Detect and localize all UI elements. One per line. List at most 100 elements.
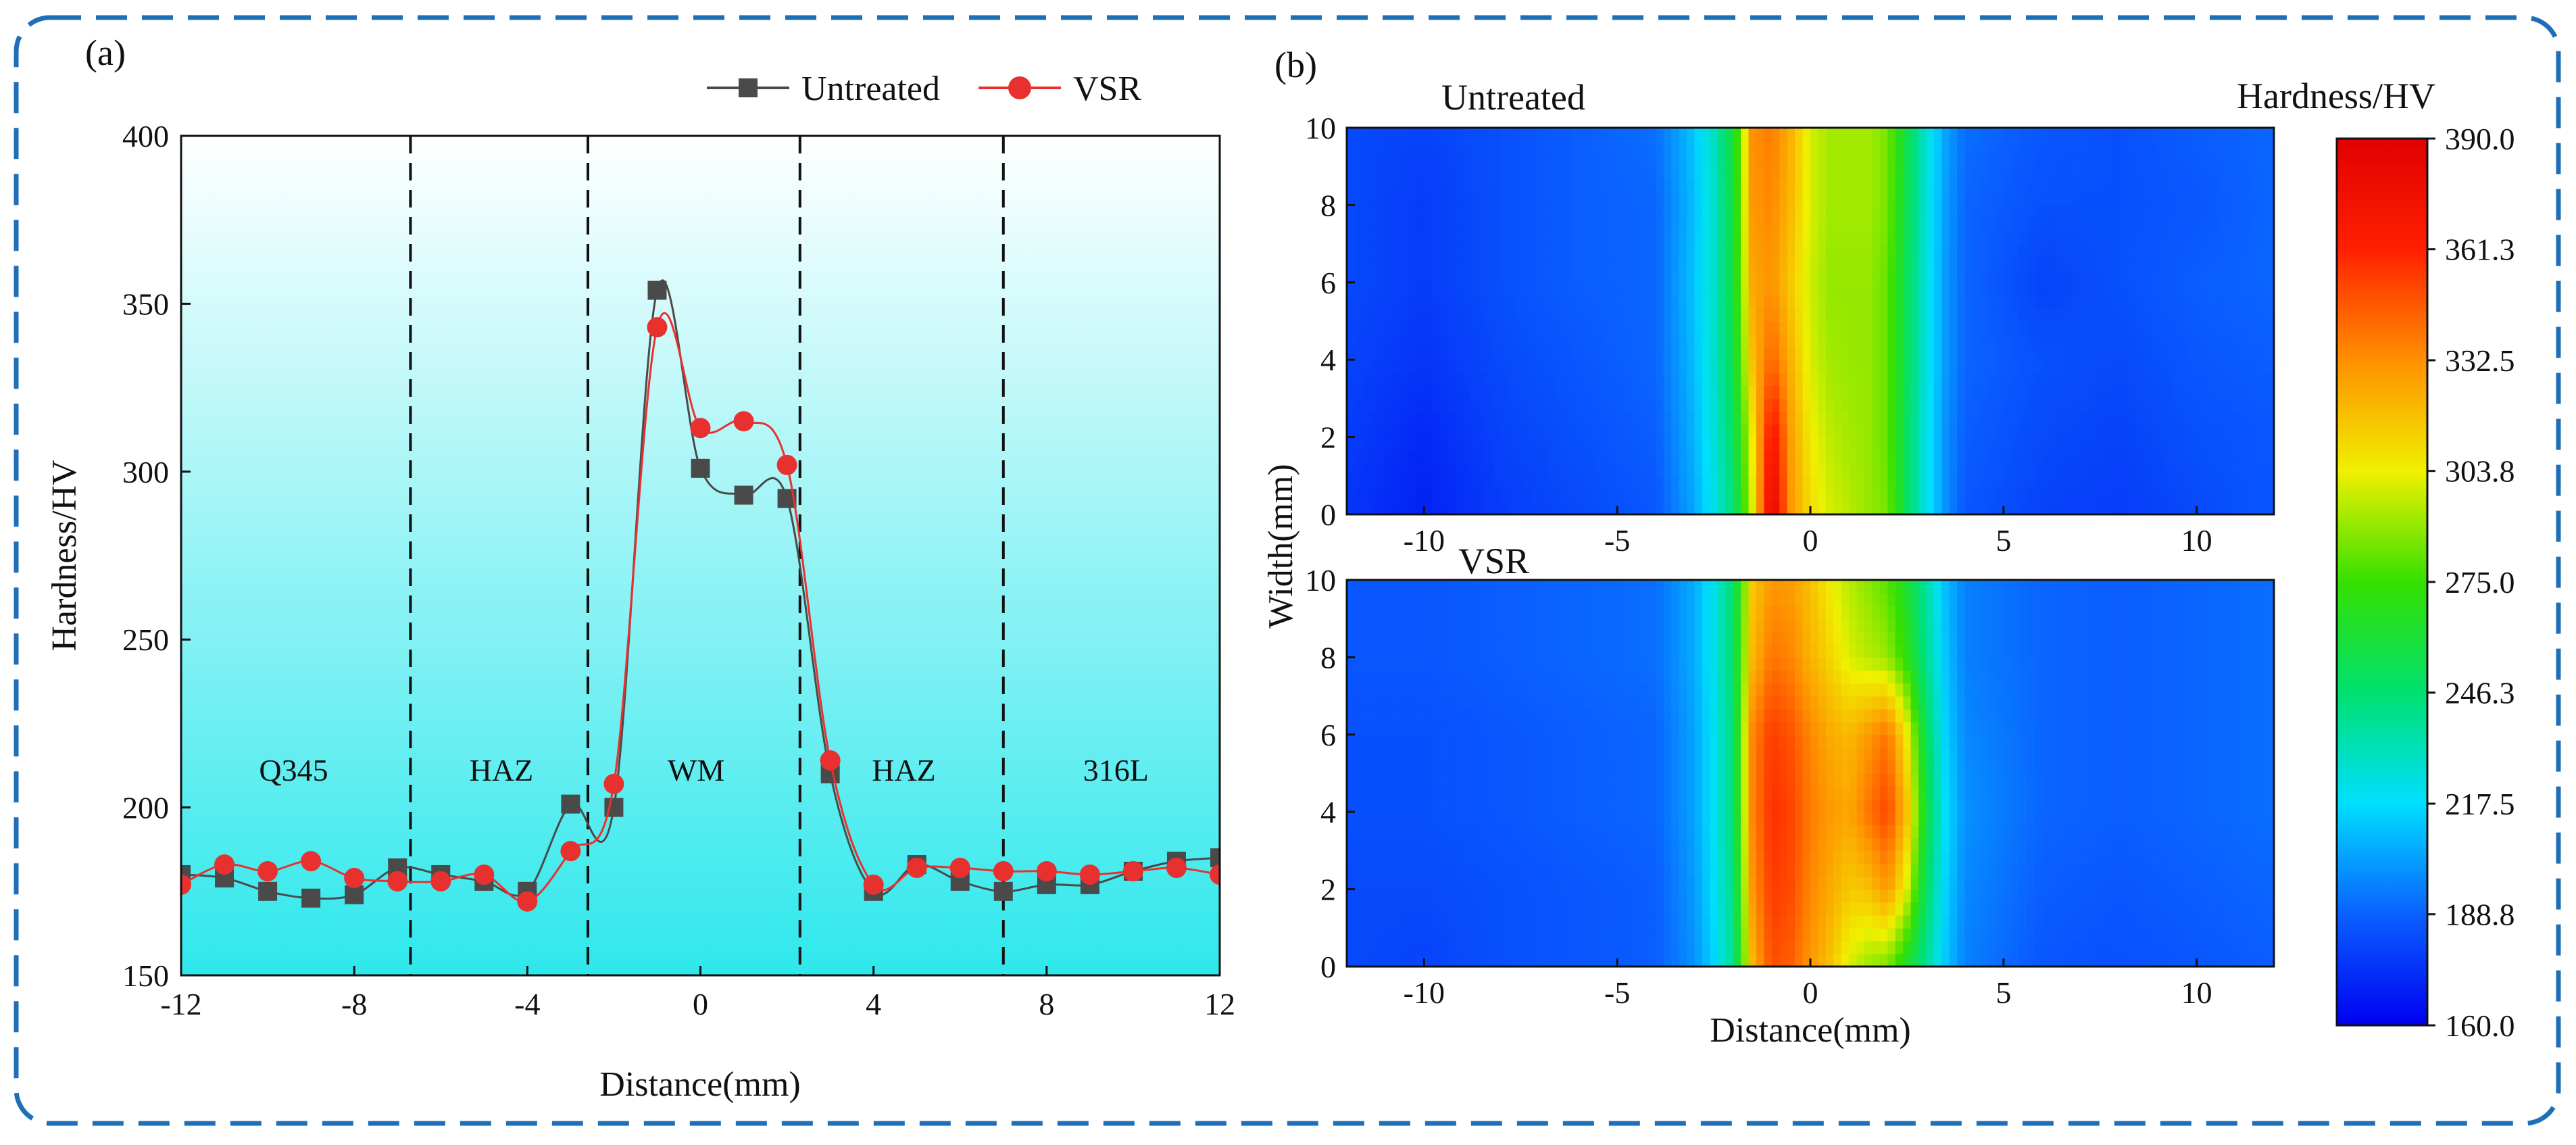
untreated-cell-14-67 [1864, 321, 1873, 335]
untreated-cell-8-25 [1540, 398, 1548, 412]
untreated-cell-25-37 [1633, 179, 1641, 193]
untreated-cell-8-28 [1563, 398, 1571, 412]
untreated-cell-18-107 [2173, 270, 2181, 283]
untreated-cell-6-77 [1941, 424, 1950, 438]
y-tick-label-a-5: 400 [122, 119, 169, 153]
untreated-cell-20-32 [1594, 244, 1602, 258]
untreated-cell-4-58 [1795, 450, 1803, 464]
vsr-cell-2-41 [1664, 928, 1672, 942]
untreated-cell-8-67 [1864, 398, 1873, 412]
vsr-cell-8-34 [1610, 850, 1618, 864]
untreated-cell-3-108 [2181, 463, 2189, 477]
untreated-cell-22-21 [1509, 218, 1517, 231]
untreated-cell-10-1 [1354, 372, 1362, 386]
untreated-cell-24-107 [2173, 192, 2181, 205]
untreated-cell-24-93 [2065, 192, 2073, 205]
vsr-cell-2-108 [2181, 928, 2189, 942]
vsr-cell-0-62 [1826, 954, 1834, 967]
untreated-cell-28-89 [2035, 141, 2043, 154]
untreated-cell-6-71 [1896, 424, 1904, 438]
untreated-cell-3-82 [1981, 463, 1989, 477]
vsr-cell-3-105 [2158, 915, 2166, 929]
untreated-cell-29-88 [2027, 128, 2035, 141]
untreated-cell-17-81 [1973, 283, 1981, 296]
untreated-cell-6-60 [1810, 424, 1818, 438]
vsr-cell-0-61 [1818, 954, 1826, 967]
untreated-cell-26-29 [1571, 166, 1579, 180]
untreated-cell-12-67 [1864, 347, 1873, 360]
vsr-cell-5-7 [1401, 890, 1409, 903]
untreated-cell-0-60 [1810, 502, 1818, 515]
untreated-cell-7-76 [1934, 411, 1942, 424]
untreated-cell-28-90 [2042, 141, 2050, 154]
untreated-cell-29-29 [1571, 128, 1579, 141]
untreated-cell-9-17 [1478, 385, 1486, 399]
untreated-cell-28-3 [1370, 141, 1378, 154]
vsr-cell-8-109 [2189, 850, 2197, 864]
untreated-cell-20-95 [2081, 244, 2089, 258]
untreated-cell-9-92 [2058, 385, 2066, 399]
untreated-cell-6-13 [1447, 424, 1456, 438]
untreated-cell-23-112 [2212, 205, 2221, 218]
untreated-cell-1-77 [1941, 489, 1950, 502]
untreated-cell-19-72 [1903, 257, 1911, 270]
untreated-cell-5-76 [1934, 437, 1942, 451]
untreated-cell-16-15 [1463, 295, 1471, 309]
untreated-cell-28-53 [1756, 141, 1764, 154]
untreated-cell-17-77 [1941, 283, 1950, 296]
untreated-cell-29-68 [1872, 128, 1880, 141]
untreated-cell-19-96 [2089, 257, 2097, 270]
untreated-cell-25-109 [2189, 179, 2197, 193]
vsr-cell-3-100 [2119, 915, 2127, 929]
vsr-cell-2-87 [2019, 928, 2027, 942]
untreated-cell-3-45 [1695, 463, 1703, 477]
untreated-cell-9-106 [2166, 385, 2174, 399]
vsr-cell-1-5 [1385, 941, 1393, 954]
untreated-cell-10-107 [2173, 372, 2181, 386]
untreated-cell-21-30 [1579, 231, 1587, 245]
untreated-cell-2-41 [1664, 476, 1672, 489]
vsr-cell-5-49 [1725, 890, 1733, 903]
vsr-cell-8-110 [2197, 850, 2205, 864]
untreated-cell-5-19 [1493, 437, 1502, 451]
untreated-cell-4-102 [2135, 450, 2143, 464]
vsr-cell-3-13 [1447, 915, 1456, 929]
untreated-cell-1-36 [1625, 489, 1633, 502]
untreated-cell-16-83 [1988, 295, 1996, 309]
vsr-cell-8-106 [2166, 850, 2174, 864]
vsr-cell-10-52 [1749, 825, 1757, 838]
untreated-cell-24-51 [1741, 192, 1749, 205]
untreated-cell-5-62 [1826, 437, 1834, 451]
vsr-cell-0-19 [1493, 954, 1502, 967]
untreated-cell-14-74 [1918, 321, 1927, 335]
untreated-cell-27-19 [1493, 153, 1502, 167]
untreated-cell-15-15 [1463, 308, 1471, 322]
vsr-cell-5-12 [1439, 890, 1447, 903]
untreated-cell-17-10 [1424, 283, 1432, 296]
untreated-cell-26-87 [2019, 166, 2027, 180]
vsr-cell-2-38 [1640, 928, 1648, 942]
untreated-cell-4-15 [1463, 450, 1471, 464]
untreated-cell-16-47 [1710, 295, 1718, 309]
vsr-cell-8-96 [2089, 850, 2097, 864]
untreated-cell-7-73 [1911, 411, 1919, 424]
vsr-cell-0-39 [1648, 954, 1656, 967]
untreated-cell-29-67 [1864, 128, 1873, 141]
untreated-cell-8-23 [1525, 398, 1533, 412]
vsr-cell-0-21 [1509, 954, 1517, 967]
vsr-cell-1-45 [1695, 941, 1703, 954]
vsr-cell-4-82 [1981, 902, 1989, 916]
untreated-cell-13-30 [1579, 334, 1587, 347]
vsr-cell-1-73 [1911, 941, 1919, 954]
untreated-cell-22-114 [2227, 218, 2235, 231]
untreated-cell-0-99 [2112, 502, 2120, 515]
untreated-cell-25-28 [1563, 179, 1571, 193]
untreated-cell-24-56 [1779, 192, 1787, 205]
vsr-cell-1-90 [2042, 941, 2050, 954]
untreated-cell-3-89 [2035, 463, 2043, 477]
vsr-cell-9-113 [2220, 837, 2228, 851]
untreated-cell-20-78 [1950, 244, 1958, 258]
untreated-cell-11-58 [1795, 360, 1803, 373]
untreated-cell-12-48 [1718, 347, 1726, 360]
untreated-cell-0-35 [1617, 502, 1625, 515]
